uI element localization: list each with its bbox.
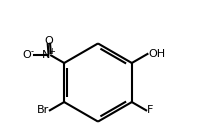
Text: O: O [23, 51, 32, 60]
Text: N: N [42, 51, 50, 60]
Text: Br: Br [37, 105, 49, 115]
Text: +: + [48, 47, 55, 56]
Text: F: F [147, 105, 153, 115]
Text: OH: OH [148, 49, 165, 59]
Text: O: O [44, 36, 53, 46]
Text: -: - [31, 47, 34, 56]
